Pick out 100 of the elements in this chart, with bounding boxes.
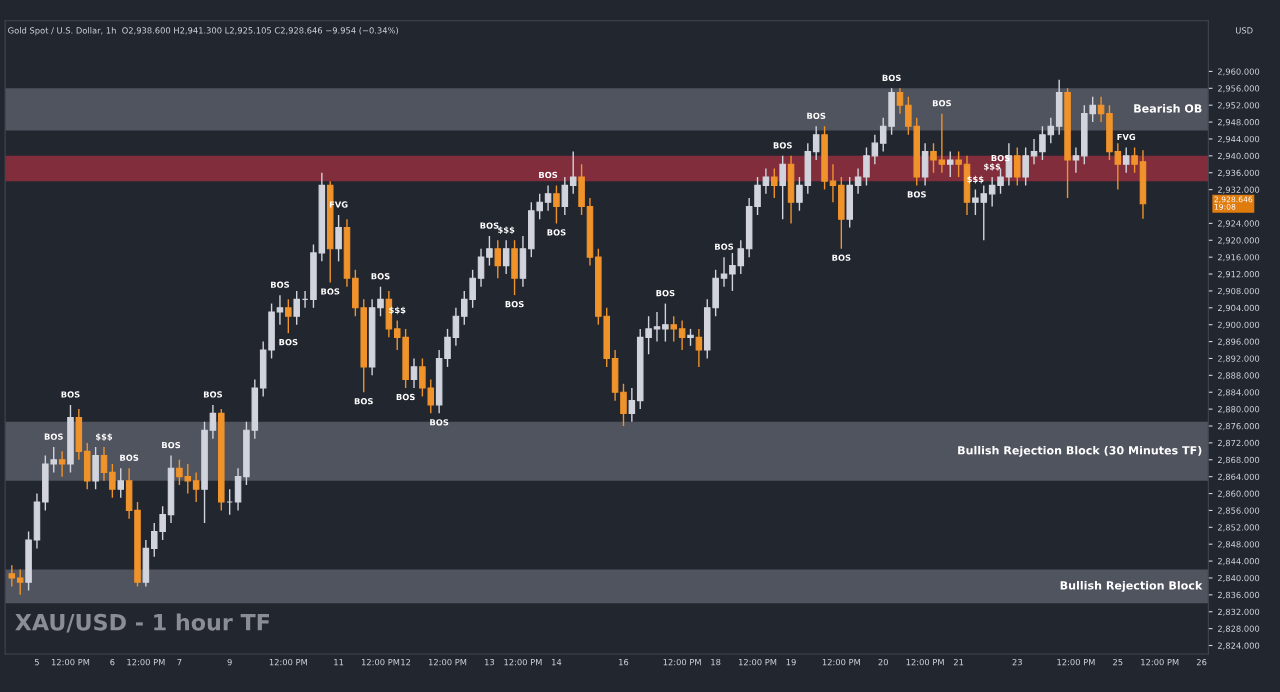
y-tick-label: 2,952.000 — [1217, 102, 1260, 110]
text: BOS — [882, 74, 901, 81]
y-tick-label: 2,948.000 — [1217, 119, 1260, 127]
y-tick-label: 2,892.000 — [1217, 355, 1260, 363]
x-tick-label: 12:00 PM — [429, 658, 467, 666]
x-tick-label: 12:00 PM — [822, 658, 860, 666]
text: BOS — [932, 100, 951, 107]
x-tick-label: 12:00 PM — [906, 658, 944, 666]
x-tick-label: 13 — [485, 658, 495, 666]
text: BOS — [354, 398, 373, 405]
text: BOS — [832, 254, 851, 261]
x-tick-label: 12:00 PM — [663, 658, 701, 666]
candlestick — [477, 248, 485, 288]
candlestick — [410, 357, 418, 389]
candlestick — [276, 294, 284, 326]
candlestick — [771, 167, 778, 199]
y-tick-label: 2,848.000 — [1217, 541, 1260, 549]
candlestick — [1072, 146, 1080, 174]
x-tick-label: 11 — [334, 659, 344, 666]
candlestick — [720, 256, 728, 288]
candlestick — [762, 167, 770, 195]
candlestick — [452, 307, 460, 347]
candlestick — [192, 471, 200, 503]
candlestick — [854, 167, 862, 195]
y-tick-label: 2,824.000 — [1217, 642, 1260, 650]
candlestick — [1022, 146, 1029, 187]
candlestick — [662, 302, 669, 343]
text: BOS — [270, 281, 290, 288]
text: BOS — [715, 243, 734, 250]
text: BOS — [547, 229, 566, 236]
candlestick — [8, 564, 16, 588]
candlestick — [620, 383, 627, 427]
candlestick — [938, 112, 946, 174]
y-tick-label: 2,936.000 — [1217, 169, 1260, 177]
y-tick-label: 2,956.000 — [1217, 85, 1260, 93]
y-tick-label: 2,876.000 — [1217, 422, 1260, 431]
text: BOS — [807, 112, 826, 119]
x-tick-label: 5 — [34, 659, 39, 666]
y-tick-label: 2,960.000 — [1217, 68, 1260, 76]
x-tick-label: 25 — [1113, 658, 1123, 666]
candlestick — [695, 328, 703, 368]
candlestick — [628, 387, 636, 423]
y-tick-label: 2,912.000 — [1217, 271, 1260, 279]
text: BOS — [656, 289, 675, 297]
candlestick — [653, 311, 661, 343]
text: Gold Spot / U.S. Dollar, 1h O2,938.600 H2,941.300 L2,925.105 C2,928.646 −9.954 (−0.34%) — [8, 27, 398, 36]
band-label: Bullish Rejection Block (30 Minutes TF) — [958, 445, 1202, 457]
text: FVG — [1117, 133, 1136, 141]
y-tick-label: 2,868.000 — [1217, 456, 1260, 464]
band-label: Bearish OB — [1134, 104, 1202, 113]
x-tick-label: 12:00 PM — [127, 658, 165, 666]
candlestick — [569, 150, 577, 195]
x-tick-label: 12:00 PM — [269, 658, 307, 666]
candlestick — [544, 184, 552, 212]
text: BOS — [773, 142, 792, 149]
y-tick-label: 2,864.000 — [1217, 473, 1260, 481]
candlestick — [109, 463, 116, 499]
x-tick-label: 12 — [401, 658, 411, 666]
y-tick-label: 2,836.000 — [1217, 591, 1260, 599]
x-tick-label: 12:00 PM — [361, 658, 400, 666]
text: BOS — [396, 393, 415, 401]
y-tick-label: 2,856.000 — [1217, 507, 1260, 515]
x-tick-label: 18 — [711, 658, 721, 666]
x-tick-label: 21 — [953, 658, 964, 666]
candlestick — [930, 142, 937, 174]
text: BOS — [279, 338, 298, 346]
text: BOS — [120, 454, 139, 461]
x-tick-label: 26 — [1196, 658, 1207, 666]
candlestick — [502, 239, 510, 275]
candlestick — [486, 235, 493, 267]
text: $$$ — [984, 163, 1001, 171]
text: BOS — [907, 191, 926, 198]
y-tick-label: 2,940.000 — [1217, 152, 1260, 160]
x-tick-label: 12:00 PM — [51, 658, 90, 666]
x-tick-label: 12:00 PM — [1141, 658, 1179, 666]
y-tick-label: 2,904.000 — [1217, 304, 1260, 312]
band-label: Bullish Rejection Block — [1060, 580, 1203, 592]
text: BOS — [480, 222, 499, 229]
candlestick — [1122, 146, 1130, 174]
candlestick — [494, 239, 502, 279]
y-tick-label: 2,932.000 — [1217, 186, 1260, 194]
y-tick-label: 2,884.000 — [1217, 389, 1260, 397]
text: BOS — [321, 288, 340, 295]
text: BOS — [539, 171, 558, 179]
candlestick — [946, 150, 954, 178]
x-tick-label: 12:00 PM — [1057, 658, 1095, 666]
x-tick-label: 12:00 PM — [739, 658, 777, 666]
text: BOS — [430, 419, 449, 426]
text: BOS — [61, 391, 80, 398]
x-tick-label: 16 — [619, 658, 629, 666]
text: BOS — [371, 273, 390, 280]
y-tick-label: 2,920.000 — [1217, 237, 1260, 245]
candlestick — [377, 286, 384, 317]
candlestick — [100, 446, 108, 482]
y-tick-label: 2,828.000 — [1217, 625, 1260, 633]
candlestick — [779, 155, 786, 220]
candlestick — [209, 404, 217, 440]
y-tick-label: 2,888.000 — [1217, 372, 1260, 380]
y-tick-label: 2,880.000 — [1217, 406, 1260, 414]
candlestick — [553, 184, 560, 225]
